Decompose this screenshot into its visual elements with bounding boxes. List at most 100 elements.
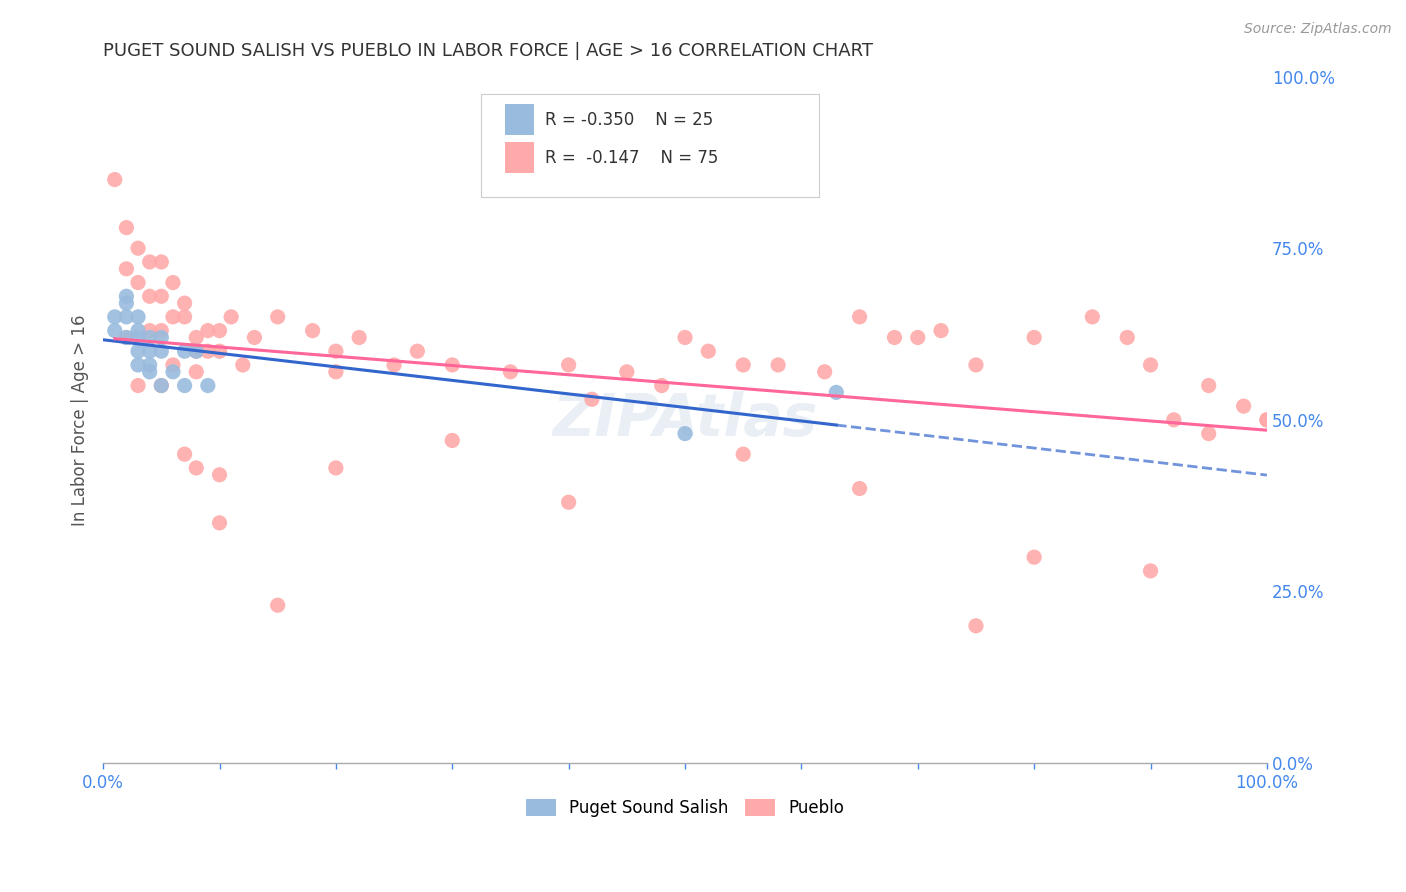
Point <box>138 358 160 372</box>
Point <box>965 358 987 372</box>
Point <box>557 358 579 372</box>
Point <box>173 296 195 310</box>
Point <box>1163 413 1185 427</box>
Point <box>382 358 405 372</box>
Bar <box>505 142 534 173</box>
Point <box>127 310 149 324</box>
Text: R =  -0.147    N = 75: R = -0.147 N = 75 <box>546 149 718 167</box>
Point <box>104 310 127 324</box>
Point <box>581 392 603 407</box>
Point <box>766 358 789 372</box>
Point <box>1198 378 1220 392</box>
Point <box>883 330 905 344</box>
Point <box>1233 399 1256 413</box>
Point <box>825 385 848 400</box>
Point <box>848 310 870 324</box>
Point <box>127 324 149 338</box>
Point <box>115 310 138 324</box>
Point <box>733 447 755 461</box>
Point <box>138 289 160 303</box>
Point <box>651 378 673 392</box>
Point <box>1024 550 1046 565</box>
Point <box>115 330 138 344</box>
FancyBboxPatch shape <box>481 94 818 197</box>
Point <box>173 447 195 461</box>
Point <box>150 324 173 338</box>
Point <box>347 330 370 344</box>
Point <box>197 324 219 338</box>
Y-axis label: In Labor Force | Age > 16: In Labor Force | Age > 16 <box>72 314 89 525</box>
Point <box>162 358 184 372</box>
Point <box>907 330 929 344</box>
Point <box>673 426 696 441</box>
Point <box>138 255 160 269</box>
Point <box>243 330 266 344</box>
Point <box>1198 426 1220 441</box>
Point <box>929 324 952 338</box>
Point <box>138 344 160 359</box>
Point <box>232 358 254 372</box>
Point <box>115 289 138 303</box>
Point <box>208 467 231 482</box>
Text: ZIPAtlas: ZIPAtlas <box>553 392 818 449</box>
Point <box>127 276 149 290</box>
Point <box>104 172 127 186</box>
Point <box>138 330 160 344</box>
Point <box>208 324 231 338</box>
Point <box>1116 330 1139 344</box>
Point <box>186 365 208 379</box>
Point <box>115 220 138 235</box>
Point <box>673 330 696 344</box>
Point <box>1139 358 1161 372</box>
Point <box>325 365 347 379</box>
Point <box>267 310 290 324</box>
Point <box>162 276 184 290</box>
Point <box>150 344 173 359</box>
Point <box>127 330 149 344</box>
Point <box>848 482 870 496</box>
Point <box>301 324 323 338</box>
Point <box>150 378 173 392</box>
Point <box>219 310 242 324</box>
Point <box>1256 413 1278 427</box>
Point <box>173 310 195 324</box>
Point <box>406 344 429 359</box>
Point <box>325 344 347 359</box>
Point <box>186 344 208 359</box>
Point <box>186 330 208 344</box>
Point <box>1024 330 1046 344</box>
Point <box>208 516 231 530</box>
Point <box>814 365 837 379</box>
Point <box>115 330 138 344</box>
Text: Source: ZipAtlas.com: Source: ZipAtlas.com <box>1244 22 1392 37</box>
Point <box>441 434 464 448</box>
Point <box>150 378 173 392</box>
Point <box>150 289 173 303</box>
Point <box>162 365 184 379</box>
Legend: Puget Sound Salish, Pueblo: Puget Sound Salish, Pueblo <box>519 792 851 823</box>
Point <box>499 365 522 379</box>
Point <box>186 461 208 475</box>
Point <box>127 358 149 372</box>
Point <box>441 358 464 372</box>
Text: PUGET SOUND SALISH VS PUEBLO IN LABOR FORCE | AGE > 16 CORRELATION CHART: PUGET SOUND SALISH VS PUEBLO IN LABOR FO… <box>103 42 873 60</box>
Point <box>1139 564 1161 578</box>
Text: R = -0.350    N = 25: R = -0.350 N = 25 <box>546 111 714 128</box>
Point <box>208 344 231 359</box>
Point <box>162 310 184 324</box>
Point <box>697 344 720 359</box>
Point <box>197 378 219 392</box>
Point <box>267 599 290 613</box>
Point <box>127 344 149 359</box>
Point <box>150 330 173 344</box>
Point <box>138 324 160 338</box>
Bar <box>505 104 534 135</box>
Point <box>197 344 219 359</box>
Point <box>173 378 195 392</box>
Point <box>104 324 127 338</box>
Point <box>186 344 208 359</box>
Point <box>616 365 638 379</box>
Point <box>127 378 149 392</box>
Point <box>965 619 987 633</box>
Point <box>150 255 173 269</box>
